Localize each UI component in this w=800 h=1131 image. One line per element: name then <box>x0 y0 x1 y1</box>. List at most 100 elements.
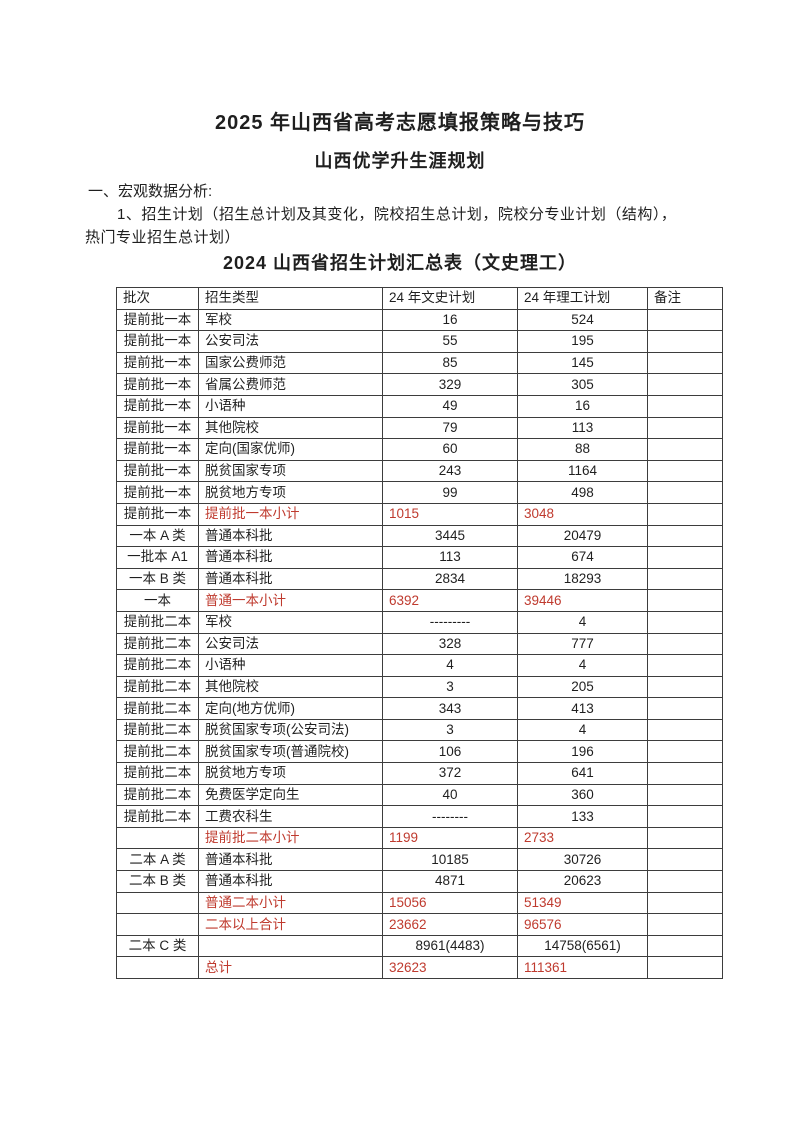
header-cell-batch: 批次 <box>116 287 199 310</box>
cell-note <box>647 373 723 396</box>
cell-ligong: 4 <box>517 654 648 677</box>
cell-note <box>647 913 723 936</box>
cell-batch: 二本 C 类 <box>116 934 199 958</box>
cell-batch: 提前批一本 <box>116 330 199 353</box>
cell-wenshi: 32623 <box>382 956 518 979</box>
cell-type: 提前批一本小计 <box>198 502 383 526</box>
cell-type: 定向(国家优师) <box>198 438 383 461</box>
cell-batch: 一本 A 类 <box>116 524 199 548</box>
cell-note <box>647 934 723 958</box>
cell-wenshi: 4 <box>382 654 518 677</box>
table-row: 总计 32623 111361 <box>116 956 723 979</box>
table-row: 提前批一本 公安司法 55 195 <box>116 330 723 353</box>
table-row: 提前批二本 定向(地方优师) 343 413 <box>116 697 723 720</box>
cell-type: 其他院校 <box>198 416 383 440</box>
table-row: 二本 B 类普通本科批 4871 20623 <box>116 870 723 893</box>
cell-batch: 提前批二本 <box>116 654 199 677</box>
header-cell-wenshi: 24 年文史计划 <box>382 287 518 310</box>
cell-wenshi: 99 <box>382 481 518 504</box>
cell-type: 二本以上合计 <box>198 913 383 936</box>
cell-type: 国家公费师范 <box>198 351 383 375</box>
cell-ligong: 51349 <box>517 891 648 915</box>
cell-batch <box>116 956 199 979</box>
plan-table: 批次 招生类型 24 年文史计划 24 年理工计划 备注 提前批一本 军校 16 52… <box>116 287 723 979</box>
cell-batch: 提前批一本 <box>116 481 199 504</box>
cell-type: 提前批二本小计 <box>198 826 383 850</box>
cell-note <box>647 546 723 569</box>
cell-wenshi: 3 <box>382 675 518 699</box>
cell-note <box>647 632 723 656</box>
cell-ligong: 674 <box>517 546 648 569</box>
cell-note <box>647 826 723 850</box>
cell-ligong: 16 <box>517 394 648 418</box>
plan-table-body: 提前批一本 军校 16 524 提前批一本 公安司法 55 195 提前批一本 国家公费师范 85 1… <box>116 308 723 979</box>
cell-type: 军校 <box>198 610 383 634</box>
table-header-row: 批次 招生类型 24 年文史计划 24 年理工计划 备注 <box>116 287 723 310</box>
table-row: 提前批二本 脱贫地方专项 372 641 <box>116 762 723 785</box>
cell-ligong: 196 <box>517 740 648 764</box>
cell-type: 小语种 <box>198 654 383 677</box>
cell-batch: 提前批一本 <box>116 416 199 440</box>
cell-batch: 二本 B 类 <box>116 870 199 893</box>
cell-batch <box>116 891 199 915</box>
header-cell-ligong: 24 年理工计划 <box>517 287 648 310</box>
table-title: 2024 山西省招生计划汇总表（文史理工） <box>222 253 578 273</box>
cell-note <box>647 589 723 612</box>
cell-batch: 提前批一本 <box>116 373 199 396</box>
cell-ligong: 777 <box>517 632 648 656</box>
cell-batch: 提前批二本 <box>116 762 199 785</box>
cell-note <box>647 524 723 548</box>
cell-type: 脱贫国家专项(普通院校) <box>198 740 383 764</box>
cell-ligong: 360 <box>517 783 648 807</box>
table-row: 提前批一本 国家公费师范 85 145 <box>116 351 723 375</box>
cell-type: 其他院校 <box>198 675 383 699</box>
cell-type: 普通一本小计 <box>198 589 383 612</box>
table-row: 提前批二本 小语种 4 4 <box>116 654 723 677</box>
table-row: 提前批一本 省属公费师范 329 305 <box>116 373 723 396</box>
cell-note <box>647 610 723 634</box>
cell-ligong: 113 <box>517 416 648 440</box>
table-row: 一本 普通一本小计 6392 39446 <box>116 589 723 612</box>
cell-batch: 提前批二本 <box>116 740 199 764</box>
paragraph-line-2: 热门专业招生总计划） <box>85 229 241 246</box>
cell-ligong: 1164 <box>517 459 648 483</box>
cell-type: 脱贫地方专项 <box>198 481 383 504</box>
cell-note <box>647 459 723 483</box>
cell-type: 免费医学定向生 <box>198 783 383 807</box>
cell-wenshi: 55 <box>382 330 518 353</box>
paragraph-line-1: 1、招生计划（招生总计划及其变化，院校招生总计划，院校分专业计划（结构）， <box>117 206 677 223</box>
cell-note <box>647 394 723 418</box>
cell-batch: 提前批二本 <box>116 718 199 742</box>
cell-type: 脱贫国家专项 <box>198 459 383 483</box>
cell-ligong: 524 <box>517 308 648 332</box>
cell-type: 普通本科批 <box>198 524 383 548</box>
cell-type: 总计 <box>198 956 383 979</box>
cell-note <box>647 567 723 591</box>
table-row: 二本 C 类 8961(4483) 14758(6561) <box>116 934 723 958</box>
cell-type: 省属公费师范 <box>198 373 383 396</box>
cell-wenshi: 2834 <box>382 567 518 591</box>
cell-wenshi: 1015 <box>382 502 518 526</box>
cell-note <box>647 870 723 893</box>
cell-note <box>647 438 723 461</box>
cell-note <box>647 762 723 785</box>
cell-wenshi: 4871 <box>382 870 518 893</box>
table-row: 提前批一本 脱贫国家专项 243 1164 <box>116 459 723 483</box>
header-cell-note: 备注 <box>647 287 723 310</box>
table-row: 提前批一本 脱贫地方专项 99 498 <box>116 481 723 504</box>
cell-batch: 提前批二本 <box>116 675 199 699</box>
cell-wenshi: 85 <box>382 351 518 375</box>
table-row: 提前批一本 军校 16 524 <box>116 308 723 332</box>
cell-type: 定向(地方优师) <box>198 697 383 720</box>
cell-batch: 提前批一本 <box>116 351 199 375</box>
cell-ligong: 641 <box>517 762 648 785</box>
cell-batch: 一本 B 类 <box>116 567 199 591</box>
cell-type: 普通本科批 <box>198 848 383 872</box>
cell-wenshi: 60 <box>382 438 518 461</box>
cell-batch <box>116 913 199 936</box>
cell-note <box>647 502 723 526</box>
table-row: 提前批一本 提前批一本小计 1015 3048 <box>116 502 723 526</box>
cell-ligong: 205 <box>517 675 648 699</box>
cell-batch: 提前批二本 <box>116 783 199 807</box>
